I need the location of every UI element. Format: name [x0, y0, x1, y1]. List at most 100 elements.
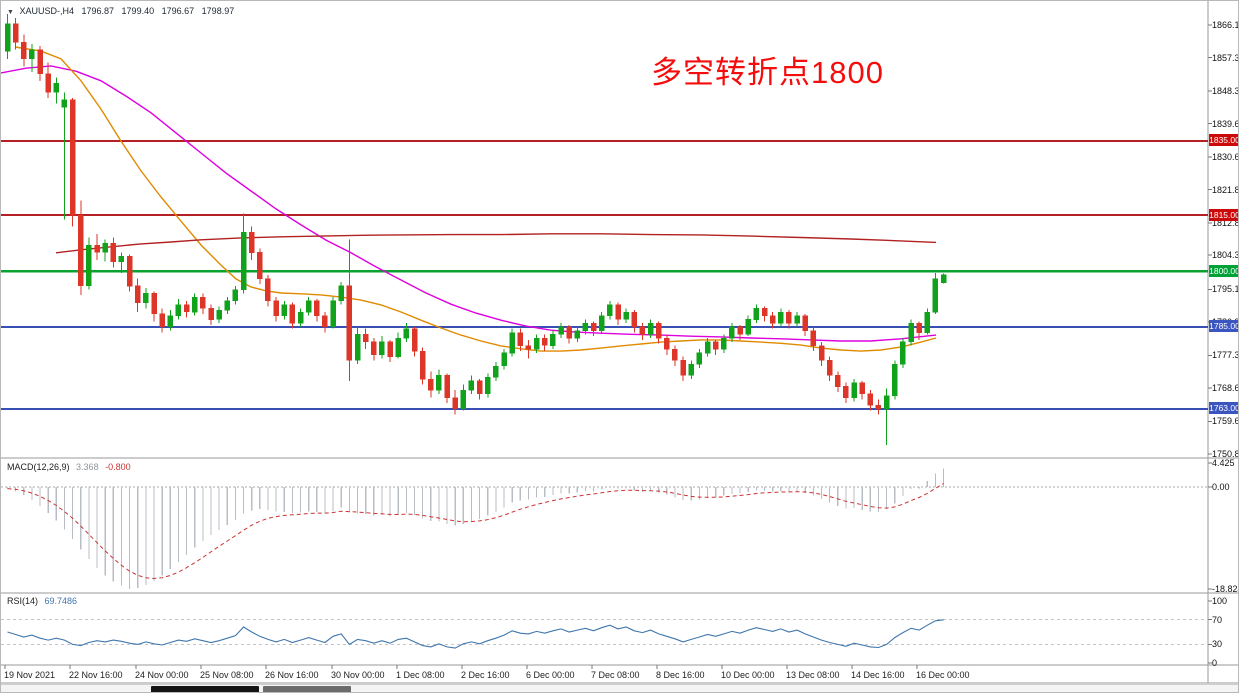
price-axis-label: 1812.85	[1212, 218, 1238, 229]
rsi-line	[7, 619, 944, 649]
candle-body	[574, 330, 581, 339]
candle-body	[330, 300, 336, 328]
candle-body	[12, 23, 19, 43]
macd-signal-line	[7, 483, 944, 580]
candle-body	[428, 378, 434, 391]
candle-body	[248, 231, 255, 253]
time-axis-label: 7 Dec 08:00	[591, 670, 640, 680]
candle-body	[257, 252, 263, 279]
candle-body	[143, 293, 149, 303]
bottom-bar	[1, 684, 1238, 692]
candle-body	[29, 49, 35, 60]
open-value: 1796.87	[81, 6, 115, 16]
ma-slow-magenta	[1, 65, 937, 342]
candle-body	[753, 308, 760, 320]
candle-body	[485, 376, 491, 395]
candle-body	[452, 397, 458, 410]
rsi-axis-label: 30	[1212, 639, 1223, 650]
candle-body	[183, 304, 190, 313]
candle-body	[704, 341, 711, 354]
candle-body	[672, 348, 678, 361]
candle-body	[688, 363, 695, 376]
candle-body	[314, 300, 320, 316]
taskbar-item-2[interactable]	[263, 686, 351, 692]
candle-body	[411, 328, 418, 352]
candle-body	[61, 99, 68, 108]
candle-body	[737, 326, 743, 335]
candle-body	[729, 326, 735, 339]
candle-body	[216, 309, 222, 320]
candle-body	[655, 322, 662, 339]
candle-body	[476, 380, 483, 395]
candle-body	[151, 293, 157, 315]
candle-body	[802, 315, 808, 331]
candle-body	[875, 404, 882, 409]
candle-body	[191, 296, 198, 313]
candle-body	[924, 311, 931, 333]
candle-body	[590, 322, 597, 331]
candle-body	[607, 304, 613, 316]
candle-body	[468, 380, 475, 391]
time-axis[interactable]: 19 Nov 2021 22 Nov 16:00 24 Nov 00:00 25 No…	[1, 666, 1208, 683]
price-level-badge: 1815.00	[1209, 208, 1239, 221]
candle-body	[883, 395, 890, 409]
candle-body	[501, 352, 507, 367]
candle-body	[509, 332, 515, 354]
rsi-indicator-label: RSI(14) 69.7486	[7, 596, 81, 606]
candle-body	[118, 255, 125, 263]
price-level-badge: 1835.00	[1209, 134, 1239, 147]
time-axis-label: 13 Dec 08:00	[786, 670, 840, 680]
candle-body	[86, 244, 92, 287]
low-value: 1796.67	[161, 6, 195, 16]
price-axis-label: 1866.10	[1212, 20, 1238, 30]
candle-body	[778, 311, 784, 324]
candle-body	[558, 326, 564, 335]
time-axis-label: 6 Dec 00:00	[526, 670, 575, 680]
candle-body	[664, 337, 670, 350]
candle-body	[134, 285, 141, 303]
candle-body	[346, 285, 353, 361]
symbol-ohlc-info: ▼ XAUUSD-,H4 1796.87 1799.40 1796.67 179…	[7, 6, 239, 16]
price-axis-label: 1759.60	[1212, 416, 1238, 427]
candle-body	[94, 244, 100, 253]
time-axis-label: 14 Dec 16:00	[851, 670, 905, 680]
candle-body	[786, 311, 792, 324]
macd-main-value: 3.368	[76, 462, 99, 472]
time-axis-label: 24 Nov 00:00	[135, 670, 189, 680]
candle-body	[289, 304, 296, 324]
candle-body	[200, 296, 206, 309]
candle-body	[696, 352, 703, 365]
candle-body	[175, 304, 182, 316]
taskbar-item-1[interactable]	[151, 686, 259, 692]
candle-body	[232, 289, 239, 302]
candle-body	[444, 375, 450, 398]
candle-body	[403, 328, 410, 339]
time-axis-label: 8 Dec 16:00	[656, 670, 705, 680]
candle-body	[436, 375, 442, 391]
macd-axis-label: 4.425	[1212, 458, 1235, 469]
candle-body	[240, 231, 247, 290]
rsi-axis-label: 0	[1212, 658, 1218, 668]
rsi-axis-label: 70	[1212, 614, 1223, 625]
macd-axis-label: -18.824	[1212, 584, 1238, 595]
candle-body	[395, 337, 401, 357]
rsi-axis-label: 100	[1212, 596, 1228, 606]
candle-body	[615, 304, 621, 320]
candle-body	[297, 311, 304, 324]
symbol-period-label: XAUUSD-,H4	[19, 6, 74, 16]
time-axis-label: 19 Nov 2021	[4, 670, 56, 680]
candle-body	[843, 386, 849, 398]
candle-body	[517, 332, 524, 346]
candle-body	[159, 313, 165, 328]
price-axis-label: 1750.85	[1212, 448, 1238, 459]
price-axis[interactable]: 1866.10 1857.35 1848.35 1839.60 1830.60 1821.…	[1209, 1, 1239, 683]
price-axis-label: 1768.60	[1212, 382, 1238, 393]
time-axis-label: 10 Dec 00:00	[721, 670, 775, 680]
candle-body	[460, 389, 467, 410]
candle-body	[647, 322, 654, 335]
candle-body	[598, 315, 605, 331]
time-axis-label: 30 Nov 00:00	[331, 670, 385, 680]
candle-body	[916, 322, 922, 333]
candle-body	[550, 334, 556, 346]
